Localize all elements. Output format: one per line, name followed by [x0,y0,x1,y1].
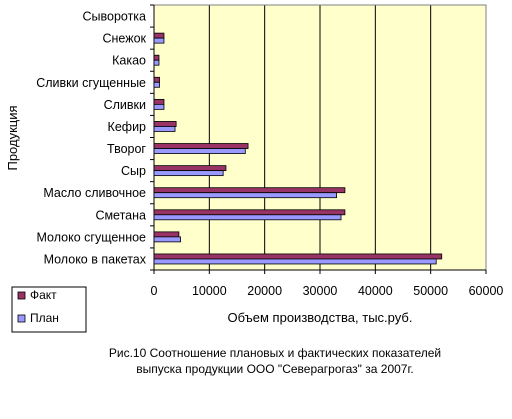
legend: Факт План [11,286,87,333]
bar-fact [153,54,160,61]
bar-fact [153,253,443,260]
category-label: Сливки [104,98,146,112]
figure-caption: Рис.10 Соотношение плановых и фактически… [40,345,510,377]
bar-fact [153,231,180,238]
y-axis-label: Продукция [5,105,20,170]
x-tick-label: 30000 [303,284,338,298]
bar-chart: Молоко в пакетах Молоко сгущенное Сметана М… [5,4,504,333]
category-label: Снежок [102,32,146,46]
bars [153,32,443,265]
x-tick-label: 60000 [469,284,504,298]
category-label: Какао [112,54,146,68]
legend-swatch [17,314,26,323]
category-label: Сливки сгущенные [36,76,146,90]
category-label: Молоко в пакетах [44,252,147,266]
x-tick-labels: 0 10000 20000 30000 40000 50000 60000 [151,284,504,298]
x-axis-label: Объем производства, тыс.руб. [228,310,413,325]
bar-plan [153,258,437,265]
category-label: Масло сливочное [43,186,146,200]
bar-plan [153,148,246,154]
legend-label: Факт [30,288,57,302]
bar-fact [153,98,165,105]
category-label: Сметана [95,208,146,222]
bar-fact [153,143,249,149]
bar-fact [153,209,346,216]
bar-fact [153,32,165,39]
bar-plan [153,170,224,177]
bar-plan [153,214,342,221]
bar-fact [153,187,346,194]
category-label: Кефир [108,120,147,134]
category-labels: Молоко в пакетах Молоко сгущенное Сметана М… [36,10,147,267]
category-label: Творог [107,142,146,156]
bar-fact [153,76,160,83]
bar-fact [153,165,227,172]
category-label: Молоко сгущенное [36,230,146,244]
caption-line-2: выпуска продукции ООО "Северагрогаз" за … [136,362,414,376]
bar-plan [153,81,160,88]
legend-label: План [30,311,59,325]
bar-plan [153,126,176,132]
caption-line-1: Рис.10 Соотношение плановых и фактически… [108,346,442,360]
category-label: Сыр [121,164,146,178]
x-tick-label: 50000 [413,284,448,298]
bar-plan [153,103,165,110]
x-tick-label: 10000 [192,284,227,298]
x-tick-label: 40000 [358,284,393,298]
x-tick-label: 0 [151,284,158,298]
plot-area [150,4,487,274]
bar-plan [153,37,165,44]
x-tick-label: 20000 [247,284,282,298]
bar-plan [153,59,160,66]
bar-plan [153,192,338,199]
bar-fact [153,121,177,127]
category-label: Сыворотка [82,10,146,24]
legend-swatch [17,291,26,300]
bar-plan [153,236,181,243]
